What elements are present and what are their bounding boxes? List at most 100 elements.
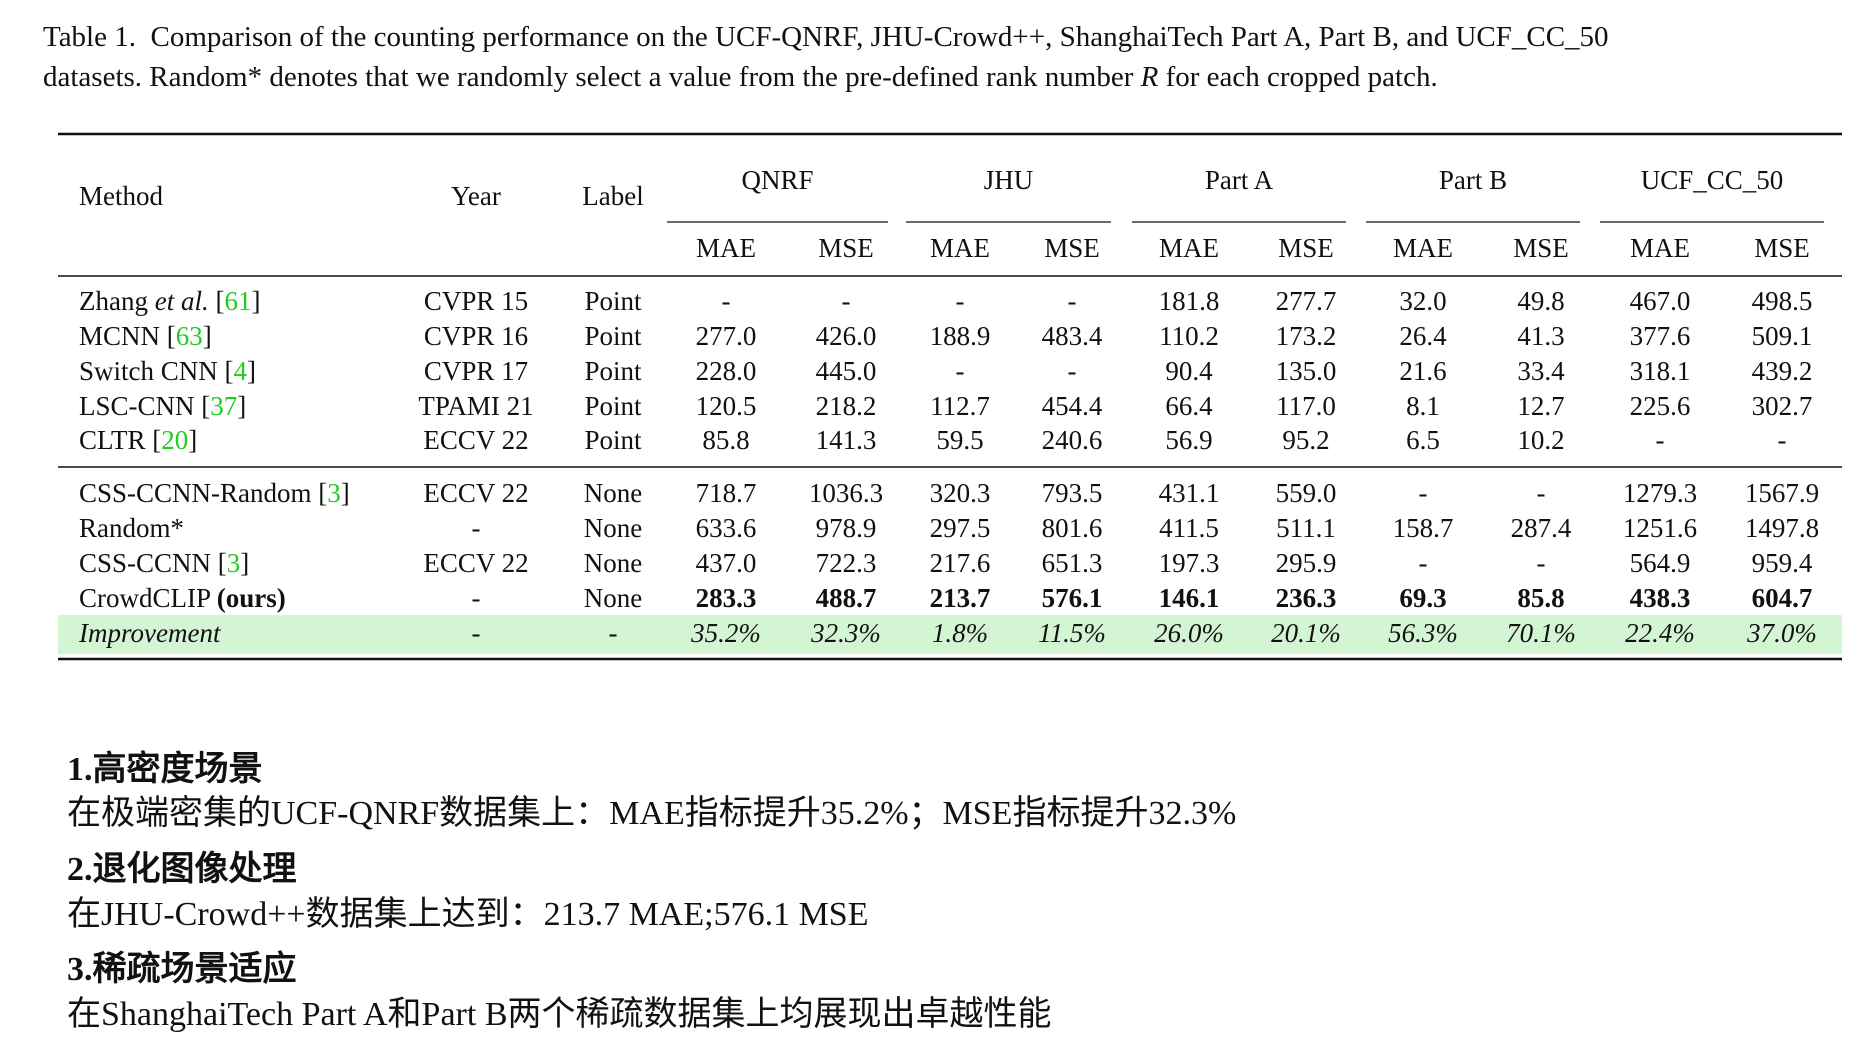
text-segment: LSC-CNN [ [79,391,210,421]
value-cell: 70.1% [1506,618,1576,648]
value-cell: 488.7 [816,583,877,613]
value-cell: 1279.3 [1623,478,1697,508]
value-cell: - [842,286,851,316]
value-cell: 197.3 [1159,548,1220,578]
value-cell: 564.9 [1630,548,1691,578]
value-cell: - [722,286,731,316]
column-header: Label [582,181,643,211]
segmented-text: CSS-CCNN-Random [3] [79,478,350,508]
metric-header: MAE [696,233,756,263]
note-text: 在极端密集的UCF-QNRF数据集上：MAE指标提升35.2%；MSE指标提升3… [67,794,1236,832]
value-cell: 69.3 [1399,583,1446,613]
value-cell: - [1778,425,1787,455]
year-cell: CVPR 16 [424,321,528,351]
metric-header: MAE [1159,233,1219,263]
text-segment: R [1140,61,1159,93]
segmented-text: Random* [79,513,184,543]
text-segment: Switch CNN [ [79,356,234,386]
value-cell: 26.0% [1154,618,1224,648]
value-cell: 1497.8 [1745,513,1819,543]
value-cell: 454.4 [1042,391,1103,421]
value-cell: 277.7 [1276,286,1337,316]
year-cell: ECCV 22 [423,548,528,578]
label-cell: None [584,478,642,508]
text-segment: 3 [227,548,241,578]
value-cell: 22.4% [1625,618,1695,648]
text-segment: Random* [79,513,184,543]
year-cell: - [472,618,481,648]
value-cell: 59.5 [936,425,983,455]
year-cell: CVPR 15 [424,286,528,316]
value-cell: 978.9 [816,513,877,543]
column-header: Method [79,181,163,211]
value-cell: 218.2 [816,391,877,421]
value-cell: 439.2 [1752,356,1813,386]
value-cell: - [1419,478,1428,508]
value-cell: - [1537,548,1546,578]
note-title: 3.稀疏场景适应 [67,950,297,988]
segmented-text: LSC-CNN [37] [79,391,246,421]
value-cell: 437.0 [696,548,757,578]
segmented-text: CLTR [20] [79,425,197,455]
metric-header: MSE [1754,233,1810,263]
value-cell: 722.3 [816,548,877,578]
year-cell: ECCV 22 [423,478,528,508]
text-segment: 4 [234,356,248,386]
value-cell: 173.2 [1276,321,1337,351]
value-cell: 297.5 [930,513,991,543]
label-cell: None [584,583,642,613]
text-segment: ] [203,321,212,351]
text-segment: ] [188,425,197,455]
value-cell: 377.6 [1630,321,1691,351]
value-cell: - [1656,425,1665,455]
value-cell: 1036.3 [809,478,883,508]
label-cell: Point [584,391,642,421]
label-cell: Point [584,425,642,455]
value-cell: 41.3 [1517,321,1564,351]
text-segment: CrowdCLIP [79,583,217,613]
value-cell: - [956,286,965,316]
value-cell: 49.8 [1517,286,1564,316]
label-cell: Point [584,321,642,351]
value-cell: 21.6 [1399,356,1446,386]
value-cell: 411.5 [1159,513,1219,543]
text-segment: Improvement [78,618,222,648]
group-header: QNRF [741,165,813,195]
value-cell: 225.6 [1630,391,1691,421]
text-segment: 63 [176,321,203,351]
note-text: 在ShanghaiTech Part A和Part B两个稀疏数据集上均展现出卓… [67,995,1052,1033]
value-cell: 20.1% [1271,618,1341,648]
value-cell: 112.7 [930,391,990,421]
text-segment: CSS-CCNN [ [79,548,227,578]
text-segment: (ours) [217,583,286,613]
text-segment: ] [247,356,256,386]
value-cell: 217.6 [930,548,991,578]
value-cell: - [1068,356,1077,386]
value-cell: 438.3 [1630,583,1691,613]
value-cell: 158.7 [1393,513,1454,543]
text-segment: 3 [327,478,341,508]
value-cell: 718.7 [696,478,757,508]
column-header: Year [451,181,501,211]
segmented-text: Zhang et al. [61] [79,286,260,316]
text-segment: 37 [210,391,237,421]
value-cell: 11.5% [1038,618,1106,648]
value-cell: 146.1 [1159,583,1220,613]
year-cell: CVPR 17 [424,356,528,386]
value-cell: 467.0 [1630,286,1691,316]
text-segment: ] [251,286,260,316]
metric-header: MAE [930,233,990,263]
value-cell: 498.5 [1752,286,1813,316]
value-cell: - [956,356,965,386]
value-cell: 302.7 [1752,391,1813,421]
value-cell: 633.6 [696,513,757,543]
text-segment: datasets. Random* denotes that we random… [43,61,1141,93]
value-cell: 511.1 [1276,513,1336,543]
year-cell: - [472,513,481,543]
value-cell: 959.4 [1752,548,1813,578]
value-cell: 10.2 [1517,425,1564,455]
group-header: JHU [984,165,1034,195]
group-header: UCF_CC_50 [1641,165,1784,195]
